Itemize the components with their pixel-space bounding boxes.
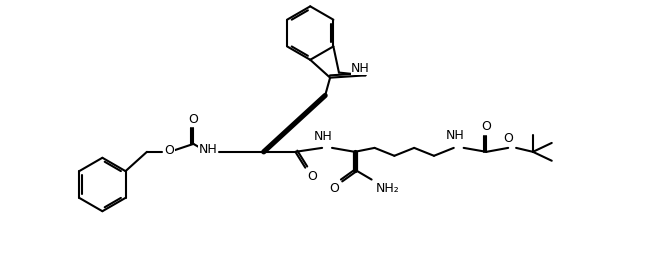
Text: O: O — [503, 132, 513, 145]
Text: O: O — [307, 170, 317, 183]
Text: O: O — [188, 113, 198, 126]
Text: O: O — [329, 181, 339, 194]
Text: O: O — [165, 144, 174, 157]
Text: O: O — [482, 120, 492, 133]
Text: NH: NH — [446, 129, 464, 142]
Text: NH: NH — [314, 130, 332, 143]
Text: NH: NH — [351, 62, 370, 75]
Text: NH: NH — [198, 143, 217, 156]
Text: NH₂: NH₂ — [376, 181, 400, 194]
